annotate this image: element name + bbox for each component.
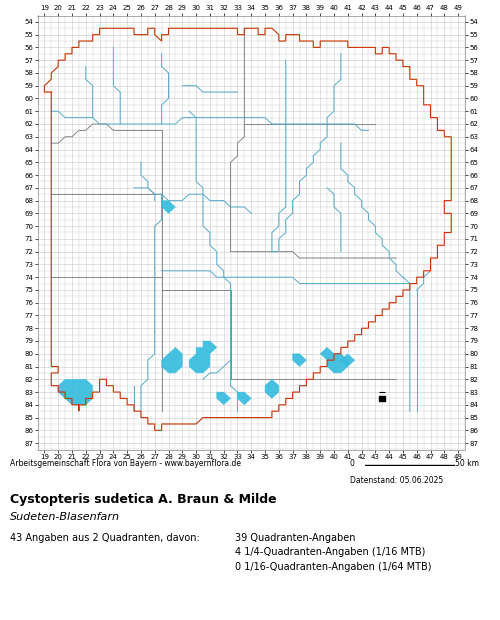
Polygon shape [265, 379, 279, 399]
Polygon shape [238, 392, 251, 405]
Text: Sudeten-Blasenfarn: Sudeten-Blasenfarn [10, 512, 120, 521]
Text: 0 1/16-Quadranten-Angaben (1/64 MTB): 0 1/16-Quadranten-Angaben (1/64 MTB) [235, 562, 432, 572]
Polygon shape [341, 354, 354, 366]
Text: 4 1/4-Quadranten-Angaben (1/16 MTB): 4 1/4-Quadranten-Angaben (1/16 MTB) [235, 547, 426, 557]
Bar [380, 396, 385, 401]
Polygon shape [58, 379, 92, 405]
Text: 50 km: 50 km [455, 459, 479, 468]
Text: 43 Angaben aus 2 Quadranten, davon:: 43 Angaben aus 2 Quadranten, davon: [10, 533, 200, 543]
Polygon shape [203, 341, 217, 354]
Polygon shape [162, 201, 175, 213]
Text: 39 Quadranten-Angaben: 39 Quadranten-Angaben [235, 533, 356, 543]
Polygon shape [162, 347, 182, 373]
Text: 0: 0 [350, 459, 355, 468]
Polygon shape [292, 354, 306, 366]
Text: Datenstand: 05.06.2025: Datenstand: 05.06.2025 [350, 476, 444, 485]
Polygon shape [320, 347, 334, 360]
Polygon shape [327, 354, 348, 373]
Polygon shape [217, 392, 230, 405]
Text: Cystopteris sudetica A. Braun & Milde: Cystopteris sudetica A. Braun & Milde [10, 493, 276, 506]
Text: Arbeitsgemeinschaft Flora von Bayern - www.bayernflora.de: Arbeitsgemeinschaft Flora von Bayern - w… [10, 459, 241, 468]
Polygon shape [189, 347, 210, 373]
